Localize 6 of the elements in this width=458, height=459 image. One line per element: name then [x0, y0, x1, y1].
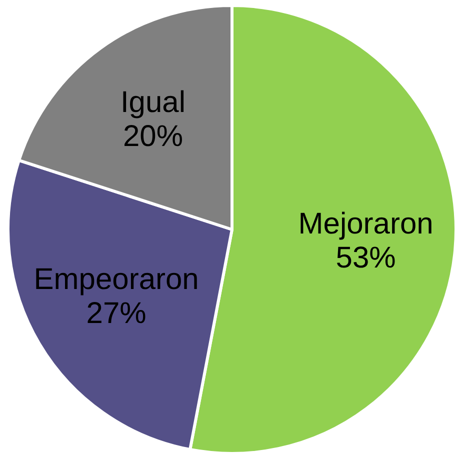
data-label: 53%	[336, 241, 396, 274]
data-label: 20%	[122, 120, 184, 154]
slice-label: Igual	[120, 86, 186, 120]
slice-label: Mejoraron	[298, 207, 434, 240]
slice-label: Empeoraron	[34, 263, 199, 296]
data-label: 27%	[86, 297, 146, 330]
